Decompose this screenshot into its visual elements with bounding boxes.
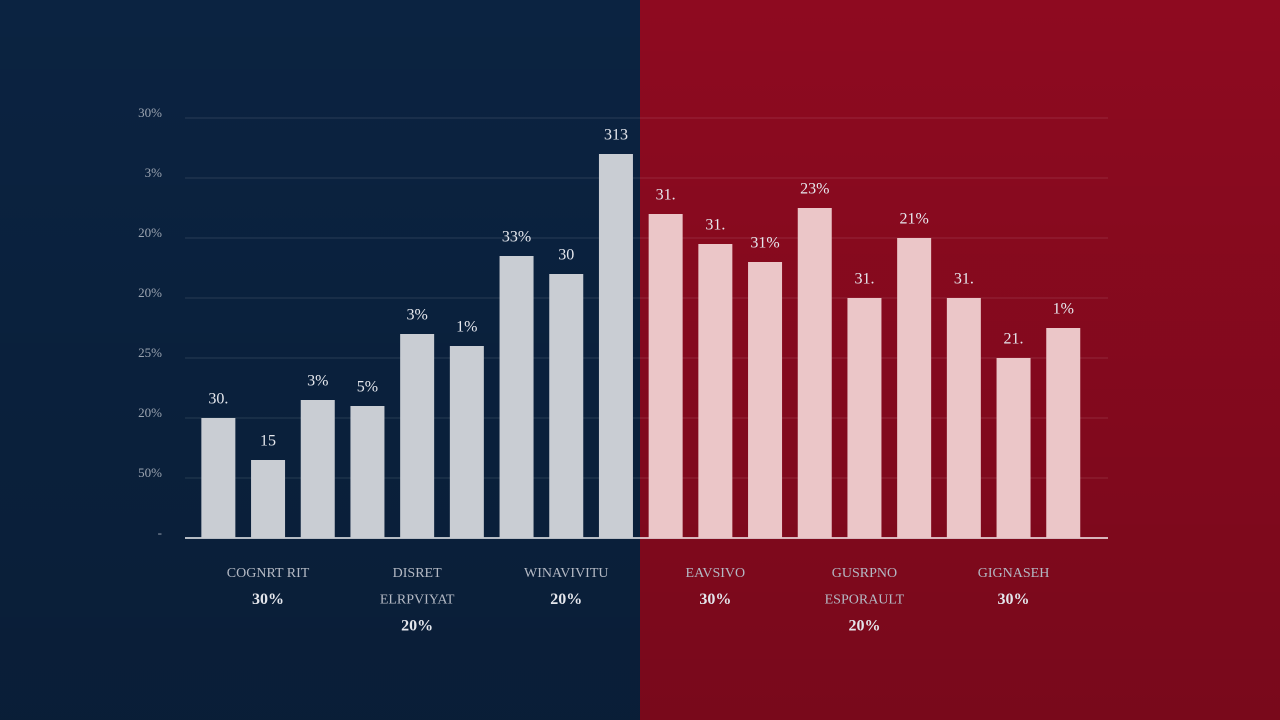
bar bbox=[350, 406, 385, 538]
group-label: ESPORAULT bbox=[825, 593, 905, 608]
bar-label: 313 bbox=[604, 127, 628, 144]
group-label: COGNRT RIT bbox=[227, 566, 310, 581]
bar-label: 33% bbox=[502, 229, 531, 246]
group-label: DISRET bbox=[393, 566, 442, 581]
group-label: EAVSIVO bbox=[686, 566, 746, 581]
bar bbox=[251, 460, 286, 538]
bar bbox=[847, 298, 882, 538]
bar bbox=[449, 346, 484, 538]
bar-label: 31. bbox=[954, 271, 974, 288]
group-label: 30% bbox=[699, 591, 731, 608]
bar-label: 30. bbox=[208, 391, 228, 408]
bar bbox=[698, 244, 733, 538]
y-tick-label: 20% bbox=[138, 405, 162, 420]
bar bbox=[549, 274, 584, 538]
y-tick-label: 20% bbox=[138, 225, 162, 240]
y-tick-label: 50% bbox=[138, 465, 162, 480]
bar bbox=[400, 334, 435, 538]
bar-label: 23% bbox=[800, 181, 829, 198]
bar bbox=[748, 262, 783, 538]
bar bbox=[598, 154, 633, 538]
bar-label: 1% bbox=[1053, 301, 1074, 318]
group-label: 20% bbox=[401, 618, 433, 635]
bar-label: 21. bbox=[1004, 331, 1024, 348]
bar bbox=[648, 214, 683, 538]
bar-label: 31. bbox=[656, 187, 676, 204]
y-tick-label: 25% bbox=[138, 345, 162, 360]
group-label: 20% bbox=[550, 591, 582, 608]
bar bbox=[300, 400, 335, 538]
group-label: 20% bbox=[848, 618, 880, 635]
bar-label: 31. bbox=[705, 217, 725, 234]
group-label: WINAVIVITU bbox=[524, 566, 609, 581]
bar bbox=[1046, 328, 1081, 538]
group-label: GIGNASEH bbox=[978, 566, 1050, 581]
bar bbox=[996, 358, 1031, 538]
bar-label: 31. bbox=[854, 271, 874, 288]
bar-label: 1% bbox=[456, 319, 477, 336]
bar-label: 31% bbox=[750, 235, 779, 252]
bar-label: 3% bbox=[307, 373, 328, 390]
bar-label: 5% bbox=[357, 379, 378, 396]
bar-label: 21% bbox=[899, 211, 928, 228]
bar-label: 30 bbox=[558, 247, 574, 264]
bar-label: 15 bbox=[260, 433, 276, 450]
bar bbox=[897, 238, 932, 538]
y-tick-label: 3% bbox=[145, 165, 163, 180]
group-label: 30% bbox=[998, 591, 1030, 608]
y-tick-label: 30% bbox=[138, 105, 162, 120]
group-label: GUSRPNO bbox=[832, 566, 897, 581]
group-label: 30% bbox=[252, 591, 284, 608]
group-label: ELRPVIYAT bbox=[380, 593, 455, 608]
y-tick-label: - bbox=[158, 525, 162, 540]
bar bbox=[797, 208, 832, 538]
bar bbox=[499, 256, 534, 538]
y-tick-label: 20% bbox=[138, 285, 162, 300]
bar-label: 3% bbox=[406, 307, 427, 324]
bar bbox=[201, 418, 236, 538]
bar bbox=[946, 298, 981, 538]
